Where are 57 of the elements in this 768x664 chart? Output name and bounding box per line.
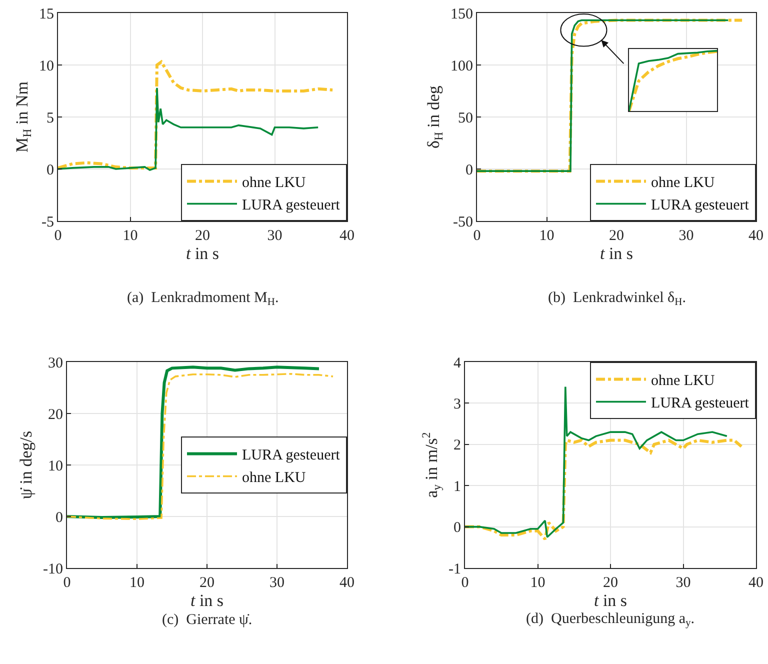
legend-label: ohne LKU [242, 470, 306, 486]
text: (b) Lenkradwinkel δ$_{H}$. [548, 290, 686, 308]
x-tick-label: 40 [748, 575, 764, 591]
legend-label: LURA gesteuert [651, 198, 750, 214]
x-tick-label: 20 [603, 575, 618, 591]
line-series [58, 86, 319, 171]
x-tick-label: 40 [748, 228, 764, 244]
legend-label: LURA gesteuert [242, 448, 341, 464]
x-tick-label: 40 [340, 228, 354, 244]
x-tick-label: 20 [200, 575, 214, 591]
y-tick-label: 20 [48, 406, 63, 423]
y-tick-label: 5 [46, 110, 54, 126]
x-tick-label: 30 [676, 575, 691, 591]
x-axis-title: t in s [594, 591, 628, 610]
line-series [58, 60, 334, 170]
y-tick-label: -50 [453, 214, 473, 230]
text: (d) Querbeschleunigung a$_{y}$. [526, 611, 695, 630]
legend-label: LURA gesteuert [242, 198, 341, 214]
y-tick-label: 0 [454, 520, 461, 536]
line-series [465, 438, 743, 541]
legend-label: ohne LKU [242, 175, 306, 192]
x-tick-label: 40 [340, 575, 354, 591]
text: (a) Lenkradmoment M$_{H}$. [127, 290, 279, 308]
x-axis-title: t in s [600, 244, 634, 263]
y-tick-label: 150 [450, 6, 473, 22]
x-tick-label: 10 [530, 575, 546, 591]
y-tick-label: -5 [42, 214, 54, 230]
legend-label: ohne LKU [651, 175, 715, 192]
y-tick-label: 15 [39, 6, 54, 22]
x-tick-label: 30 [270, 575, 284, 591]
y-tick-label: -1 [448, 561, 461, 578]
x-tick-label: 30 [267, 228, 282, 244]
y-axis-title: ψ̇ in deg/s [16, 430, 36, 500]
x-tick-label: 10 [130, 575, 144, 591]
x-tick-label: 30 [678, 228, 694, 244]
y-tick-label: 10 [48, 458, 63, 474]
y-tick-label: 0 [466, 162, 473, 178]
legend-label: ohne LKU [651, 373, 715, 390]
y-tick-label: 30 [48, 355, 63, 372]
x-tick-label: 10 [539, 228, 554, 244]
x-tick-label: 10 [122, 228, 138, 244]
y-tick-label: 4 [454, 355, 462, 372]
legend-label: LURA gesteuert [651, 396, 750, 412]
y-tick-label: 100 [450, 58, 473, 74]
y-tick-label: 1 [454, 478, 461, 495]
y-tick-label: 3 [454, 396, 461, 412]
x-tick-label: 20 [195, 228, 210, 244]
y-tick-label: 50 [458, 110, 473, 126]
x-axis-title: t in s [190, 591, 224, 610]
text: (c) Gierrate ψ̇. [162, 612, 252, 628]
y-tick-label: 0 [56, 510, 63, 526]
y-tick-label: -10 [43, 561, 63, 578]
x-tick-label: 20 [609, 228, 624, 244]
x-axis-title: t in s [186, 244, 220, 263]
y-tick-label: 0 [46, 162, 54, 178]
y-tick-label: 10 [39, 58, 54, 74]
y-tick-label: 2 [454, 438, 461, 454]
